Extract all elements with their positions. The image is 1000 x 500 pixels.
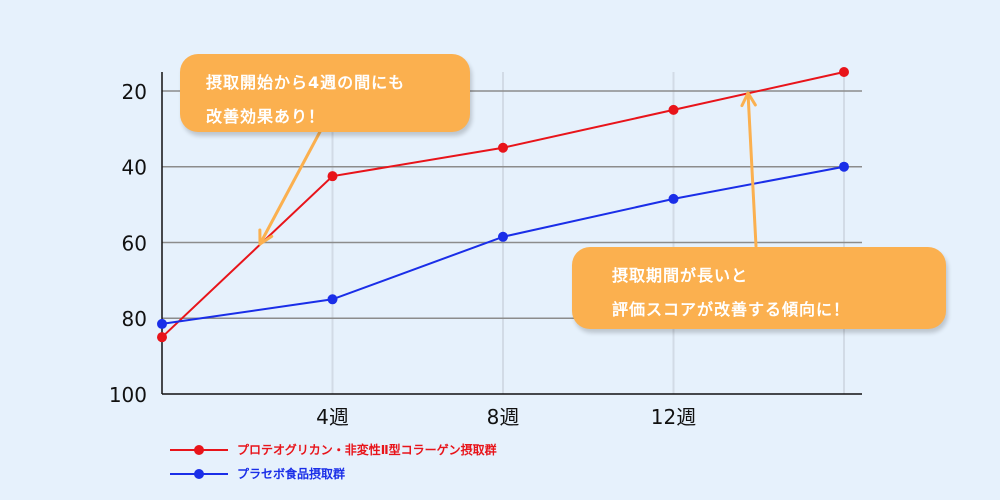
legend-label: プロテオグリカン・非変性Ⅱ型コラーゲン摂取群 xyxy=(237,442,497,457)
x-tick-label: 4週 xyxy=(316,405,349,429)
tick-label-layer: 20 40 60 80 100 4週 8週 12週 xyxy=(109,80,696,429)
series-2-point xyxy=(498,231,508,242)
series-2-point xyxy=(668,193,679,204)
callout-early-effect: 摂取開始から4週の間にも 改善効果あり！ xyxy=(180,54,470,132)
callout-arrow-trend xyxy=(746,91,758,248)
callout-long-term-trend-line-1: 摂取期間が長いと xyxy=(612,266,749,285)
series-layer xyxy=(157,67,849,343)
y-tick-label: 40 xyxy=(122,156,147,180)
callout-long-term-trend-line-2: 評価スコアが改善する傾向に！ xyxy=(612,300,851,319)
callout-long-term-trend: 摂取期間が長いと 評価スコアが改善する傾向に！ xyxy=(572,247,946,329)
series-1-point xyxy=(157,332,167,343)
y-tick-label: 60 xyxy=(122,231,147,255)
series-1-point xyxy=(839,67,849,77)
legend-swatch-marker xyxy=(194,469,204,479)
callout-arrow-trend-head xyxy=(740,91,757,108)
legend-swatch-marker xyxy=(194,445,204,455)
callout-early-effect-line-2: 改善効果あり！ xyxy=(206,107,326,126)
series-2-point xyxy=(157,318,167,329)
x-tick-label: 8週 xyxy=(487,405,520,429)
series-1-point xyxy=(668,104,679,115)
x-tick-label: 12週 xyxy=(651,405,696,429)
series-1-point xyxy=(327,171,338,182)
callout-arrow-early xyxy=(258,126,324,246)
legend-label: プラセボ食品摂取群 xyxy=(237,466,345,481)
y-tick-label: 80 xyxy=(122,307,147,331)
callout-early-effect-line-1: 摂取開始から4週の間にも xyxy=(206,73,406,92)
arrow-layer xyxy=(258,91,758,248)
callout-arrow-early-head xyxy=(258,228,274,246)
series-2-point xyxy=(839,161,849,172)
series-2-point xyxy=(327,294,338,305)
y-tick-label: 20 xyxy=(122,80,147,104)
y-tick-label: 100 xyxy=(109,383,147,407)
series-1-point xyxy=(498,142,508,153)
